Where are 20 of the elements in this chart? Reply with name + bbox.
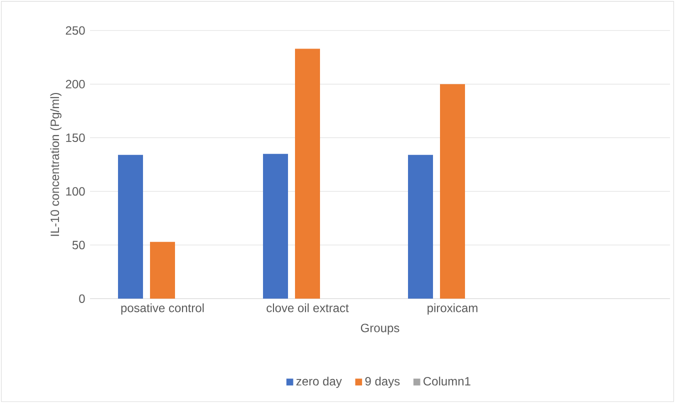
legend-label: zero day	[296, 376, 342, 388]
bar	[118, 154, 144, 299]
bar	[440, 84, 465, 299]
x-tick-label: piroxicam	[428, 303, 478, 315]
bar	[150, 242, 176, 299]
bar	[295, 48, 320, 299]
x-tick-label: posative control	[121, 303, 204, 315]
legend-label: 9 days	[365, 376, 400, 388]
x-axis-title: Groups	[360, 324, 400, 335]
bar	[408, 154, 433, 299]
y-tick-label: 50	[72, 240, 85, 250]
bar	[263, 154, 288, 299]
y-tick-label: 250	[66, 26, 85, 35]
y-axis-title: IL-10 concentration (Pg/ml)	[50, 92, 62, 236]
y-tick-label: 200	[66, 80, 85, 88]
legend-label: Column1	[424, 376, 470, 386]
y-tick-label: 0	[79, 294, 85, 303]
y-tick-label: 100	[66, 187, 85, 196]
x-tick-label: clove oil extract	[266, 303, 349, 312]
y-tick-label: 150	[66, 134, 85, 142]
